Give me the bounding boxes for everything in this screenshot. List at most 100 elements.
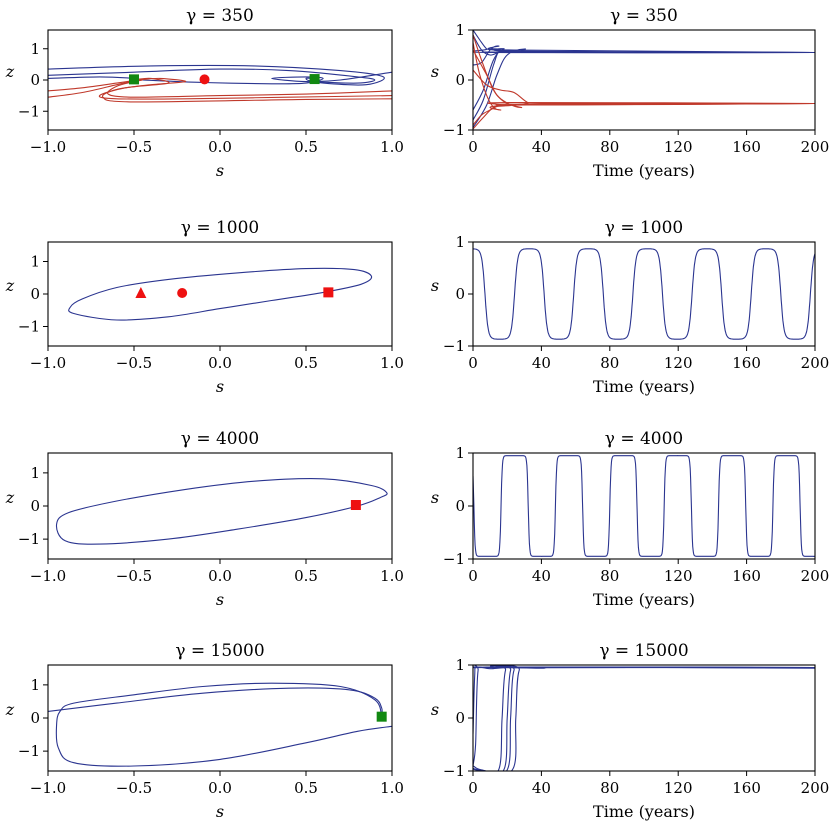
plot-area xyxy=(473,665,815,771)
x-axis-title: Time (years) xyxy=(593,802,695,821)
y-tick-label: −1 xyxy=(443,337,465,355)
y-axis-title: s xyxy=(431,488,439,507)
panel-phase-350: −1.0 −0.5 0.0 0.5 1.0 −1 0 1 γ = 350 s z xyxy=(5,6,404,180)
y-tick-label: −1 xyxy=(18,742,40,760)
y-tick-label: 0 xyxy=(455,709,465,727)
y-tick-label: 1 xyxy=(30,253,40,271)
x-tick-label: 1.0 xyxy=(380,354,404,372)
x-tick-label: 120 xyxy=(664,779,693,797)
x-tick-label: 1.0 xyxy=(380,138,404,156)
series-line-red-5 xyxy=(98,77,392,100)
y-tick-label: 1 xyxy=(30,464,40,482)
axes-frame xyxy=(472,241,816,347)
y-axis-title: z xyxy=(5,700,15,719)
plot-area xyxy=(55,478,388,545)
x-tick-label: −1.0 xyxy=(30,779,66,797)
axes-frame xyxy=(47,452,393,560)
axes-frame xyxy=(472,452,816,560)
x-tick-label: 200 xyxy=(801,354,830,372)
series-line-blue-5 xyxy=(473,665,815,771)
panel-title: γ = 1000 xyxy=(605,218,683,238)
x-tick-label: −0.5 xyxy=(116,779,152,797)
panel-title: γ = 350 xyxy=(186,6,254,26)
series-line-blue-0 xyxy=(68,267,373,321)
panel-phase-1000: −1.0 −0.5 0.0 0.5 1.0 −1 0 1 γ = 1000 s z xyxy=(5,218,404,396)
marker-circle-2 xyxy=(199,74,210,85)
panel-title: γ = 350 xyxy=(610,6,678,26)
panel-title: γ = 15000 xyxy=(599,641,688,661)
x-tick-label: 40 xyxy=(532,354,551,372)
x-tick-label: 0.5 xyxy=(294,138,318,156)
plot-area xyxy=(48,64,392,103)
x-tick-label: 0 xyxy=(468,354,478,372)
series-line-blue-5 xyxy=(473,48,815,121)
series-line-blue-0 xyxy=(473,455,815,557)
x-tick-label: 80 xyxy=(600,779,619,797)
axes-frame xyxy=(47,241,393,347)
y-tick-label: 1 xyxy=(455,656,465,674)
x-tick-label: 0 xyxy=(468,138,478,156)
panel-phase-15000: −1.0 −0.5 0.0 0.5 1.0 −1 0 1 γ = 15000 s z xyxy=(5,641,404,821)
plot-area xyxy=(473,30,815,130)
x-tick-label: −1.0 xyxy=(30,138,66,156)
y-tick-label: 0 xyxy=(30,285,40,303)
series-line-blue-0 xyxy=(473,248,815,340)
y-tick-label: −1 xyxy=(18,530,40,548)
series-line-red-4 xyxy=(107,79,392,98)
y-tick-label: 0 xyxy=(30,71,40,89)
y-tick-label: −1 xyxy=(443,762,465,780)
series-line-red-10 xyxy=(473,102,815,130)
plot-area xyxy=(473,248,815,340)
plot-area xyxy=(473,455,815,557)
y-axis-title: z xyxy=(5,276,15,295)
series-line-red-6 xyxy=(473,34,815,109)
x-tick-label: 40 xyxy=(532,138,551,156)
series-line-red-7 xyxy=(48,80,135,92)
x-tick-label: −1.0 xyxy=(30,354,66,372)
marker-square-0 xyxy=(129,74,139,85)
series-line-blue-1 xyxy=(55,682,392,767)
x-tick-label: 0.5 xyxy=(294,779,318,797)
y-tick-label: 1 xyxy=(30,676,40,694)
x-tick-label: 120 xyxy=(664,138,693,156)
panel-title: γ = 15000 xyxy=(175,641,264,661)
series-line-red-9 xyxy=(473,101,815,126)
y-axis-title: z xyxy=(5,488,15,507)
x-tick-label: 0 xyxy=(468,567,478,585)
x-tick-label: 200 xyxy=(801,779,830,797)
series-line-blue-3 xyxy=(473,665,815,771)
plot-area xyxy=(48,682,392,767)
panel-title: γ = 4000 xyxy=(181,429,259,449)
axes-frame xyxy=(472,664,816,772)
x-axis-title: s xyxy=(216,802,224,821)
series-line-red-8 xyxy=(473,69,815,106)
y-tick-label: 0 xyxy=(30,709,40,727)
y-tick-label: 1 xyxy=(455,233,465,251)
series-line-red-11 xyxy=(473,42,815,111)
x-tick-label: 200 xyxy=(801,138,830,156)
y-tick-label: −1 xyxy=(443,121,465,139)
x-tick-label: 160 xyxy=(732,567,761,585)
x-tick-label: 160 xyxy=(732,138,761,156)
x-tick-label: 120 xyxy=(664,567,693,585)
x-tick-label: −0.5 xyxy=(116,138,152,156)
marker-square-0 xyxy=(350,500,361,511)
x-axis-title: s xyxy=(216,161,224,180)
plot-area xyxy=(68,267,373,321)
x-tick-label: 0.0 xyxy=(208,138,232,156)
marker-square-2 xyxy=(323,287,334,298)
y-axis-title: s xyxy=(431,276,439,295)
y-tick-label: −1 xyxy=(18,318,40,336)
y-axis-title: z xyxy=(5,62,15,81)
x-axis-title: s xyxy=(216,377,224,396)
marker-square-0 xyxy=(376,711,387,722)
x-tick-label: −0.5 xyxy=(116,354,152,372)
y-tick-label: 0 xyxy=(455,497,465,515)
panel-phase-4000: −1.0 −0.5 0.0 0.5 1.0 −1 0 1 γ = 4000 s z xyxy=(5,429,404,609)
x-tick-label: 1.0 xyxy=(380,779,404,797)
